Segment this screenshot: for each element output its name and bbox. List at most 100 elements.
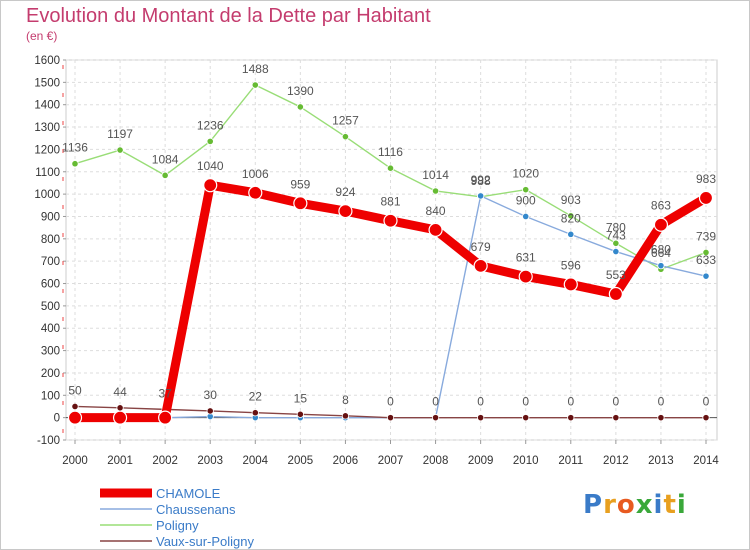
data-label: 959: [290, 177, 310, 191]
data-point: [612, 239, 620, 247]
legend-label-poligny: Poligny: [156, 517, 199, 533]
logo-letter: r: [603, 490, 617, 520]
x-tick-label: 2009: [468, 455, 494, 467]
data-point: [653, 217, 669, 232]
data-point: [608, 286, 623, 302]
data-label: 0: [658, 395, 665, 409]
data-point: [657, 262, 665, 270]
y-tick-label: 200: [41, 368, 60, 380]
x-tick-label: 2006: [333, 455, 359, 467]
logo-letter: t: [663, 490, 677, 520]
y-tick-label: 100: [41, 390, 60, 402]
y-tick-label: 1500: [34, 77, 60, 89]
data-label: 1236: [197, 118, 224, 132]
data-label: 1116: [378, 145, 403, 159]
data-point: [567, 230, 575, 238]
y-tick-label: 1200: [34, 144, 60, 156]
data-label: 50: [68, 383, 82, 397]
data-label: 1488: [242, 62, 269, 76]
data-point: [567, 212, 575, 220]
data-point: [386, 414, 395, 422]
data-label: 1020: [512, 167, 539, 181]
data-label: 840: [426, 204, 446, 218]
data-label: 679: [471, 240, 491, 254]
data-point: [702, 272, 710, 280]
y-tick-label: 1400: [34, 100, 60, 112]
legend-item-chamole: CHAMOLE: [100, 485, 254, 501]
proxiti-logo: Proxiti: [583, 490, 687, 520]
x-tick-label: 2010: [513, 455, 539, 467]
legend-swatch-vaux-sur-poligny: [100, 540, 152, 542]
data-label: 0: [432, 395, 439, 409]
logo-letter: P: [583, 490, 604, 520]
data-label: 924: [335, 185, 355, 199]
data-label: 8: [342, 393, 349, 407]
data-label: 988: [471, 174, 491, 188]
legend-swatch-poligny: [100, 524, 152, 526]
x-tick-label: 2013: [648, 455, 674, 467]
data-label: 780: [606, 220, 626, 234]
data-point: [67, 410, 83, 425]
data-point: [567, 414, 575, 422]
data-label: 596: [561, 258, 581, 272]
data-point: [431, 414, 440, 422]
y-tick-label: 600: [41, 279, 60, 291]
legend: CHAMOLE Chaussenans Poligny Vaux-sur-Pol…: [100, 485, 254, 549]
y-tick-label: 1300: [34, 122, 60, 134]
data-label: 743: [606, 229, 626, 243]
y-tick-label: 1000: [34, 189, 60, 201]
data-point: [702, 248, 710, 257]
data-label: 1197: [107, 127, 133, 141]
data-point: [206, 137, 214, 145]
data-point: [112, 410, 128, 425]
logo-letter: i: [653, 490, 664, 520]
y-tick-label: 0: [54, 413, 60, 425]
data-point: [116, 146, 124, 154]
y-tick-label: -100: [37, 435, 60, 447]
data-point: [248, 185, 263, 200]
data-point: [477, 192, 485, 200]
data-point: [518, 269, 533, 284]
x-tick-label: 2012: [603, 455, 629, 467]
data-label: 739: [696, 229, 716, 243]
data-point: [657, 414, 665, 422]
data-point: [612, 414, 620, 422]
data-point: [428, 222, 443, 237]
data-label: 0: [477, 395, 484, 409]
logo-letter: o: [616, 490, 636, 520]
x-tick-label: 2001: [107, 455, 133, 467]
data-label: 900: [516, 193, 536, 207]
x-tick-label: 2014: [693, 455, 719, 467]
data-label: 992: [471, 173, 491, 187]
data-point: [341, 133, 350, 141]
x-tick-label: 2007: [378, 455, 404, 467]
data-label: 631: [516, 251, 536, 265]
y-tick-label: 700: [41, 256, 60, 268]
plot-area: [65, 59, 718, 441]
data-label: 881: [380, 195, 400, 209]
data-label: 553: [606, 268, 626, 282]
x-tick-label: 2008: [423, 455, 449, 467]
data-label: 30: [204, 388, 218, 402]
y-tick-label: 1100: [35, 167, 60, 179]
data-point: [431, 187, 440, 195]
y-tick-label: 1600: [34, 55, 60, 67]
data-label: 1006: [242, 167, 269, 181]
data-point: [612, 247, 620, 256]
data-label: 1014: [422, 168, 449, 182]
data-point: [477, 414, 485, 422]
data-point: [341, 412, 350, 420]
data-point: [293, 196, 308, 211]
data-label: 903: [561, 193, 581, 207]
chart-title: Evolution du Montant de la Dette par Hab…: [26, 5, 431, 27]
legend-item-vaux-sur-poligny: Vaux-sur-Poligny: [100, 533, 254, 549]
data-point: [522, 212, 530, 221]
data-label: 1040: [197, 159, 224, 173]
data-point: [116, 404, 124, 412]
data-label: 22: [249, 390, 263, 404]
data-label: 820: [561, 211, 581, 225]
logo-letter: x: [635, 490, 654, 520]
data-label: 983: [696, 172, 716, 186]
data-label: 664: [651, 246, 671, 260]
